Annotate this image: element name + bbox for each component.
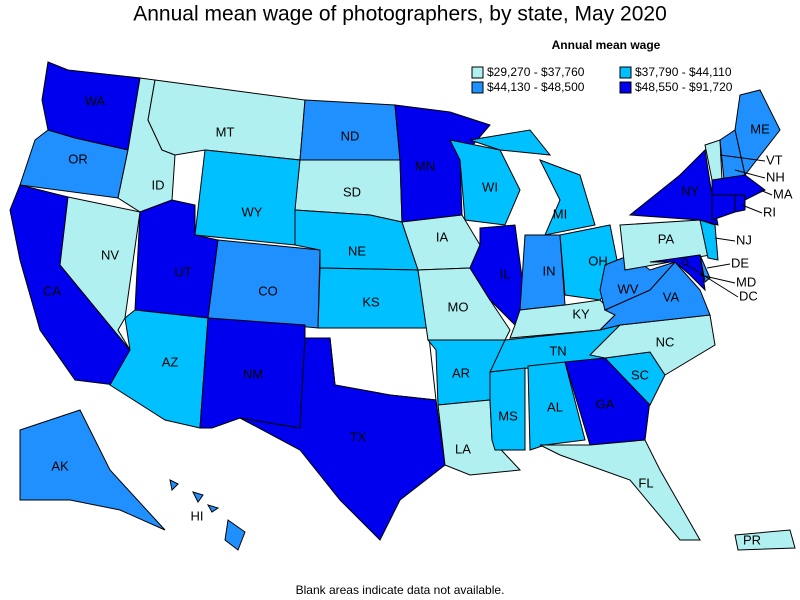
- state-shape: [699, 219, 719, 261]
- legend-swatch: [471, 81, 484, 94]
- state-shape: [564, 357, 651, 446]
- state-label: WA: [85, 93, 106, 108]
- states: [9, 61, 796, 551]
- state-label: AL: [547, 399, 563, 414]
- state-shape: [628, 148, 719, 226]
- state-label: NV: [101, 247, 119, 262]
- state-label: VA: [663, 289, 680, 304]
- state-shape: [734, 194, 746, 213]
- state-shape: [147, 79, 306, 161]
- state-label: CO: [258, 283, 278, 298]
- state-label: SD: [343, 184, 361, 199]
- footnote: Blank areas indicate data not available.: [296, 583, 505, 597]
- state-label: ID: [152, 177, 165, 192]
- state-shape: [469, 129, 552, 156]
- state-shape: [239, 337, 446, 541]
- state-label: TN: [549, 343, 566, 358]
- state-label: MT: [216, 124, 235, 139]
- state-shape: [19, 409, 166, 531]
- state-label: NM: [243, 366, 263, 381]
- legend-label: $48,550 - $91,720: [635, 80, 733, 94]
- state-shape: [469, 224, 526, 326]
- state-shape: [538, 159, 596, 236]
- state-label: NJ: [736, 232, 752, 247]
- state-label: IN: [543, 263, 556, 278]
- state-label: TX: [350, 429, 367, 444]
- legend-swatch: [471, 66, 484, 79]
- state-label: PR: [743, 532, 761, 547]
- state-label: AZ: [162, 354, 179, 369]
- state-label: IA: [436, 229, 449, 244]
- state-shape: [699, 254, 711, 283]
- legend-swatch: [619, 81, 632, 94]
- state-label: MN: [415, 158, 435, 173]
- state-label: FL: [638, 475, 653, 490]
- state-label: VT: [766, 152, 783, 167]
- state-label: MI: [553, 206, 567, 221]
- state-labels: WA OR CA NV ID MT WY UT AZ CO NM ND SD N…: [43, 93, 793, 547]
- state-shape: [194, 149, 301, 246]
- state-shape: [169, 479, 179, 492]
- state-shape: [224, 519, 246, 551]
- state-label: GA: [596, 396, 615, 411]
- state-label: KY: [572, 306, 590, 321]
- legend-label: $37,790 - $44,110: [635, 65, 732, 79]
- state-shape: [109, 309, 209, 429]
- state-shape: [649, 254, 706, 292]
- state-label: MO: [448, 299, 469, 314]
- state-label: UT: [174, 264, 191, 279]
- state-label: WI: [482, 179, 498, 194]
- state-label: KS: [362, 294, 380, 309]
- state-shape: [711, 194, 736, 221]
- leader-lines: [686, 154, 773, 298]
- state-label: OH: [588, 253, 608, 268]
- state-label: OR: [68, 151, 88, 166]
- state-shape: [192, 491, 204, 503]
- state-label: NH: [766, 169, 785, 184]
- legend-label: $44,130 - $48,500: [487, 80, 585, 94]
- legend-swatch: [619, 66, 632, 79]
- state-shape: [489, 367, 526, 451]
- state-label: WY: [242, 204, 263, 219]
- state-label: MS: [498, 408, 518, 423]
- state-label: PA: [658, 231, 675, 246]
- legend: $29,270 - $37,760 $37,790 - $44,110 $44,…: [471, 65, 733, 94]
- state-label: DC: [739, 288, 758, 303]
- title: Annual mean wage of photographers, by st…: [133, 3, 667, 26]
- state-shape: [539, 439, 701, 541]
- state-label: MD: [736, 274, 756, 289]
- state-shape: [394, 104, 491, 223]
- legend-title: Annual mean wage: [552, 38, 661, 52]
- state-label: HI: [191, 508, 204, 523]
- state-label: MA: [773, 186, 793, 201]
- state-label: ND: [341, 128, 360, 143]
- state-label: CA: [43, 283, 61, 298]
- state-label: NY: [681, 183, 699, 198]
- state-shape: [681, 258, 689, 266]
- state-shape: [734, 529, 796, 551]
- state-label: LA: [455, 441, 471, 456]
- state-label: SC: [631, 367, 649, 382]
- state-shape: [711, 174, 766, 201]
- state-label: AR: [452, 365, 470, 380]
- state-shape: [206, 504, 220, 513]
- legend-label: $29,270 - $37,760: [487, 65, 585, 79]
- state-label: NC: [656, 334, 675, 349]
- state-label: WV: [618, 281, 639, 296]
- state-label: NE: [348, 243, 366, 258]
- state-label: ME: [750, 121, 770, 136]
- state-label: AK: [51, 458, 69, 473]
- state-label: RI: [763, 204, 776, 219]
- state-label: DE: [731, 255, 749, 270]
- state-label: IL: [500, 266, 511, 281]
- state-shape: [527, 361, 586, 451]
